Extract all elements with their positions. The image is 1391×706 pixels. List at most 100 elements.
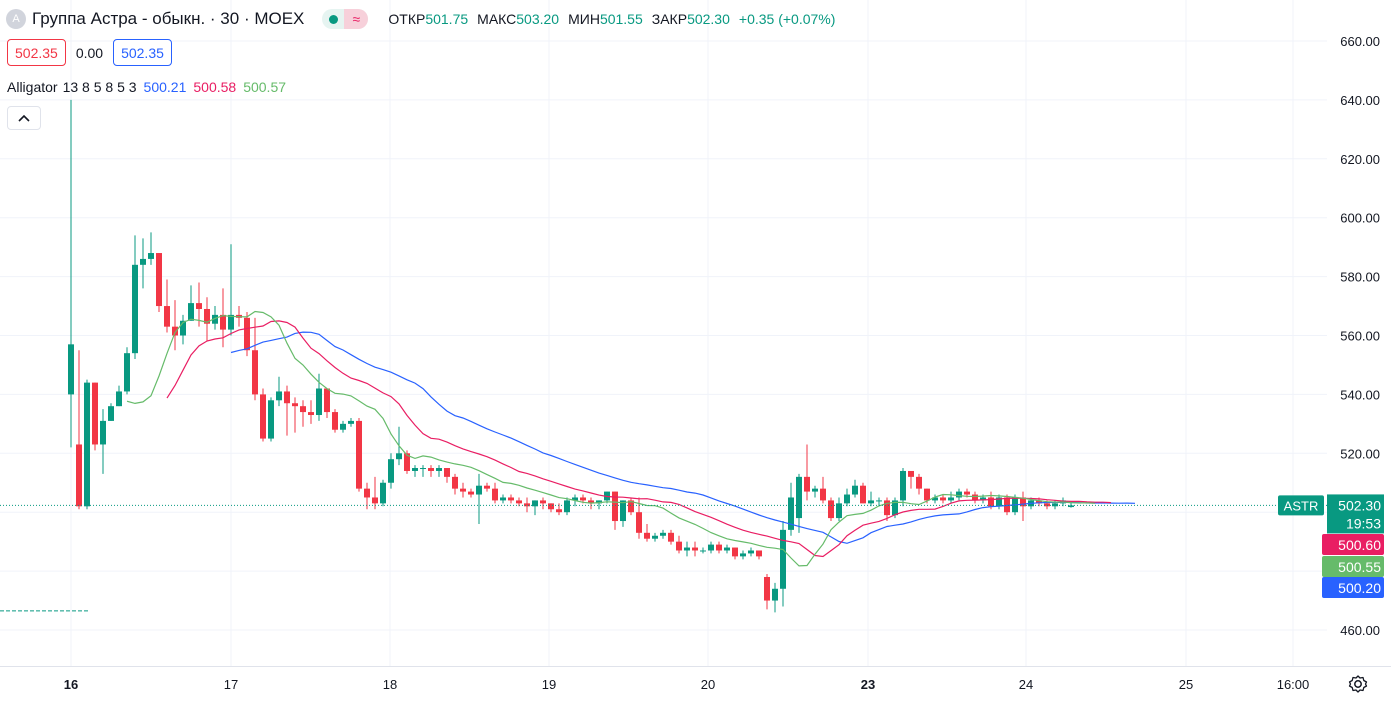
candle xyxy=(500,494,506,504)
time-tick-label: 17 xyxy=(224,677,238,692)
candle xyxy=(564,497,570,516)
candle-body xyxy=(476,485,482,495)
candle-body xyxy=(628,500,634,513)
candle-body xyxy=(588,500,594,504)
candle-body xyxy=(372,497,378,504)
candle-body xyxy=(148,253,154,259)
candle-body xyxy=(164,306,170,327)
open-value: 501.75 xyxy=(425,11,469,27)
candle-body xyxy=(68,344,74,395)
buy-button[interactable]: 502.35 xyxy=(113,39,172,66)
candle xyxy=(156,253,162,312)
candle-body xyxy=(412,468,418,471)
candle-body xyxy=(388,459,394,483)
time-tick-label: 16:00 xyxy=(1277,677,1310,692)
candle xyxy=(460,482,466,498)
sell-button[interactable]: 502.35 xyxy=(7,39,66,66)
candle-body xyxy=(788,497,794,530)
candle xyxy=(860,482,866,504)
candle-body xyxy=(292,403,298,407)
candle xyxy=(620,500,626,527)
price-tick-label: 620.00 xyxy=(1340,152,1380,167)
candle xyxy=(700,547,706,554)
candle-body xyxy=(428,468,434,471)
candle-body xyxy=(644,532,650,539)
indicator-label-bg xyxy=(1322,556,1384,577)
candle xyxy=(740,550,746,560)
candle xyxy=(284,385,290,436)
candle-body xyxy=(836,503,842,519)
candle-body xyxy=(180,320,186,336)
price-tick-label: 660.00 xyxy=(1340,34,1380,49)
candle-body xyxy=(252,350,258,395)
indicator-name[interactable]: Alligator xyxy=(7,79,58,95)
candle-body xyxy=(652,535,658,539)
candle xyxy=(204,297,210,342)
candle-body xyxy=(692,547,698,551)
candle-body xyxy=(860,485,866,504)
symbol-tag-label: ASTR xyxy=(1284,498,1319,513)
candle-body xyxy=(756,550,762,557)
candle xyxy=(404,450,410,474)
indicator-jaw-value: 500.21 xyxy=(143,79,187,95)
symbol-title[interactable]: Группа Астра - обыкн. · 30 · MOEX xyxy=(32,9,305,28)
trade-panel: 502.35 0.00 502.35 xyxy=(7,39,172,66)
settings-gear-icon[interactable] xyxy=(1347,673,1369,695)
candle xyxy=(548,503,554,513)
candle-body xyxy=(884,500,890,516)
candle xyxy=(996,494,1002,510)
candle-body xyxy=(84,382,90,507)
candle-body xyxy=(316,388,322,416)
candle xyxy=(636,497,642,539)
candle-body xyxy=(908,470,914,477)
candle-body xyxy=(356,420,362,489)
candle-body xyxy=(564,500,570,513)
close-label: ЗАКР xyxy=(651,11,688,27)
candle-body xyxy=(108,406,114,421)
candles xyxy=(68,99,1074,613)
candle xyxy=(820,476,826,504)
candle-body xyxy=(1020,497,1026,507)
candle-body xyxy=(1052,503,1058,507)
candle xyxy=(268,397,274,442)
time-tick-label: 23 xyxy=(861,677,875,692)
candle-body xyxy=(812,488,818,492)
last-price-value: 502.30 xyxy=(1338,497,1381,513)
candle-body xyxy=(380,482,386,504)
candle xyxy=(292,397,298,433)
candle-body xyxy=(956,491,962,498)
candle-body xyxy=(636,512,642,533)
candle-body xyxy=(404,453,410,471)
candle-body xyxy=(124,353,130,392)
collapse-legend-button[interactable] xyxy=(7,106,41,130)
candle xyxy=(540,497,546,510)
candle xyxy=(428,465,434,477)
candle xyxy=(380,479,386,507)
candle-body xyxy=(916,476,922,489)
chart-grid xyxy=(0,0,1327,666)
candle-body xyxy=(212,314,218,324)
candle-body xyxy=(780,529,786,589)
candle-body xyxy=(596,500,602,504)
candle xyxy=(508,494,514,504)
candle xyxy=(332,409,338,433)
indicator-axis-label-teeth: 500.60 xyxy=(1322,534,1384,555)
indicator-legend[interactable]: Alligator 13 8 5 8 5 3 500.21 500.58 500… xyxy=(7,79,286,95)
candle-body xyxy=(796,476,802,519)
candle-body xyxy=(1004,497,1010,513)
candle xyxy=(444,468,450,483)
candle-body xyxy=(900,470,906,501)
market-status-pill[interactable]: ≈ xyxy=(322,9,369,29)
candle xyxy=(748,547,754,557)
candle xyxy=(628,497,634,516)
candle xyxy=(340,420,346,433)
price-tick-label: 520.00 xyxy=(1340,446,1380,461)
candle xyxy=(532,500,538,516)
candle xyxy=(956,488,962,501)
candle xyxy=(372,476,378,510)
candle-body xyxy=(516,500,522,504)
candle-body xyxy=(244,317,250,351)
indicator-axis-label-jaw: 500.20 xyxy=(1322,577,1384,598)
candle-body xyxy=(492,488,498,501)
